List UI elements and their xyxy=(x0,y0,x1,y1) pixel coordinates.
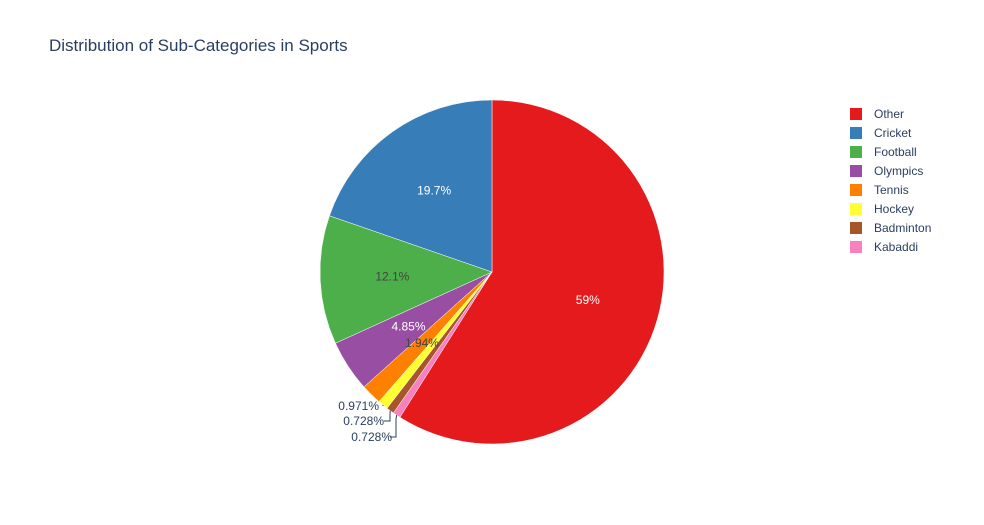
legend-item-kabaddi[interactable]: Kabaddi xyxy=(850,240,918,254)
legend-swatch xyxy=(850,203,862,215)
slice-cricket xyxy=(329,99,493,273)
legend-label: Cricket xyxy=(874,126,912,140)
legend-swatch xyxy=(850,127,862,139)
chart-title: Distribution of Sub-Categories in Sports xyxy=(49,36,348,55)
legend-item-tennis[interactable]: Tennis xyxy=(850,183,909,197)
legend-item-hockey[interactable]: Hockey xyxy=(850,202,914,216)
slice-football xyxy=(319,215,493,344)
legend-swatch xyxy=(850,184,862,196)
legend-label: Hockey xyxy=(874,202,914,216)
legend-label: Kabaddi xyxy=(874,240,918,254)
legend: Other Cricket Football Olympics Tennis Hockey… xyxy=(850,107,931,254)
legend-item-badminton[interactable]: Badminton xyxy=(850,221,931,235)
slice-label-hockey: 0.971% xyxy=(338,399,379,413)
legend-item-cricket[interactable]: Cricket xyxy=(850,126,912,140)
legend-swatch xyxy=(850,108,862,120)
pie-slices xyxy=(319,99,665,445)
legend-label: Other xyxy=(874,107,904,121)
legend-item-other[interactable]: Other xyxy=(850,107,904,121)
leader-line-badminton xyxy=(384,410,391,422)
slice-label-badminton: 0.728% xyxy=(343,414,384,428)
leader-line-kabaddi xyxy=(390,415,398,438)
slice-other xyxy=(399,99,665,445)
slice-label-tennis: 1.94% xyxy=(405,336,439,350)
legend-swatch xyxy=(850,146,862,158)
legend-swatch xyxy=(850,222,862,234)
slice-label-other: 59% xyxy=(576,293,600,307)
slice-labels: 59%0.728%0.728%0.971%1.94%4.85%12.1%19.7… xyxy=(338,184,600,444)
slice-label-cricket: 19.7% xyxy=(417,184,451,198)
slice-label-football: 12.1% xyxy=(375,270,409,284)
legend-label: Badminton xyxy=(874,221,931,235)
legend-item-olympics[interactable]: Olympics xyxy=(850,164,923,178)
legend-item-football[interactable]: Football xyxy=(850,145,917,159)
slice-label-olympics: 4.85% xyxy=(391,320,425,334)
legend-swatch xyxy=(850,165,862,177)
legend-label: Football xyxy=(874,145,917,159)
slice-label-kabaddi: 0.728% xyxy=(351,430,392,444)
legend-label: Olympics xyxy=(874,164,923,178)
legend-swatch xyxy=(850,241,862,253)
legend-label: Tennis xyxy=(874,183,909,197)
